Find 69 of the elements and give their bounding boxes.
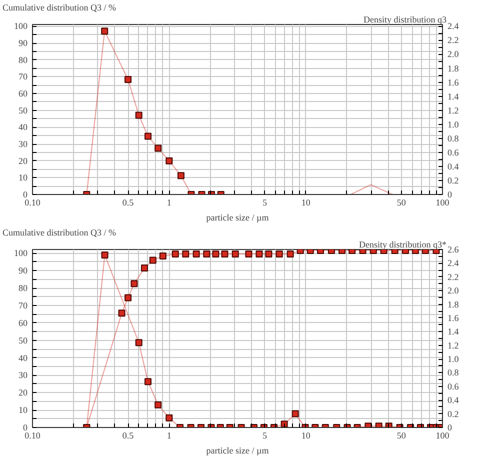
y-tick-label: 0 [23,422,28,432]
y2-tick-label: 1.4 [448,91,460,102]
y2-tick-label: 2.4 [448,21,460,32]
y2-tick-label: 0.8 [448,368,460,378]
x-axis-title: particle size / µm [206,446,269,456]
x-axis-title: particle size / µm [206,212,269,222]
y2-tick-label: 1.6 [448,312,460,323]
x-tick-label: 100 [436,198,450,208]
y-tick-label: 50 [18,105,28,116]
x-tick-label: 50 [396,430,406,440]
y2-tick-label: 2.0 [448,286,460,296]
y-tick-label: 80 [18,54,28,65]
y-tick-label: 30 [18,139,28,150]
y-tick-label: 20 [18,388,28,398]
y2-tick-label: 2.2 [448,35,459,46]
x-tick-label: 1 [166,430,172,440]
y2-tick-label: 0.8 [448,133,460,144]
y2-tick-label: 2.6 [448,244,460,254]
y-tick-label: 90 [18,266,28,276]
y2-tick-label: 2.4 [448,258,460,268]
y2-tick-label: 1.8 [448,299,460,310]
y-tick-label: 90 [18,38,28,48]
y2-tick-label: 0 [448,422,452,432]
y2-tick-label: 0 [448,190,452,200]
x-tick-label: 10 [301,430,311,440]
y2-tick-label: 1.8 [448,63,460,74]
y2-axis-title: Density distribution q3* [359,240,447,250]
x-tick-label: 100 [436,430,450,440]
y-tick-label: 100 [14,21,28,32]
x-tick-label: 0.5 [122,198,134,208]
y2-tick-label: 0.2 [448,175,459,186]
y-axis-title: Cumulative distribution Q3 / % [2,2,116,12]
y2-tick-label: 0.4 [448,161,460,172]
x-tick-label: 5 [262,430,268,440]
y-tick-label: 50 [18,335,28,346]
x-tick-label: 10 [301,198,311,208]
y-tick-label: 60 [18,318,28,328]
x-tick-label: 0.10 [24,198,41,208]
y2-tick-label: 0.6 [448,381,460,392]
y2-tick-label: 0.4 [448,395,460,406]
x-tick-label: 1 [166,198,172,208]
y2-tick-label: 1.4 [448,326,460,337]
x-tick-label: 50 [396,198,406,208]
y-tick-label: 30 [18,370,28,380]
y-tick-label: 0 [23,190,28,200]
y2-tick-label: 1.0 [448,354,460,364]
y-tick-label: 70 [18,72,28,82]
x-tick-label: 0.5 [122,430,134,440]
y-axis-title: Cumulative distribution Q3 / % [2,228,116,238]
y2-tick-label: 0.6 [448,147,460,158]
y-tick-label: 10 [18,405,28,416]
x-tick-label: 0.10 [24,430,41,440]
y2-tick-label: 2.2 [448,272,459,282]
x-tick-label: 5 [262,198,268,208]
y-tick-label: 20 [18,156,28,166]
y2-tick-label: 1.0 [448,119,460,130]
y-tick-label: 10 [18,172,28,183]
y2-tick-label: 1.2 [448,105,459,116]
y2-tick-label: 0.2 [448,408,459,419]
y-tick-label: 40 [18,122,28,132]
y2-axis-title: Density distribution q3 [364,14,447,24]
y-tick-label: 70 [18,300,28,310]
y2-tick-label: 1.2 [448,340,459,350]
y-tick-label: 40 [18,352,28,363]
y-tick-label: 60 [18,88,28,99]
y-tick-label: 100 [14,248,28,258]
y2-tick-label: 1.6 [448,77,460,88]
y2-tick-label: 2.0 [448,49,460,60]
y-tick-label: 80 [18,283,28,294]
